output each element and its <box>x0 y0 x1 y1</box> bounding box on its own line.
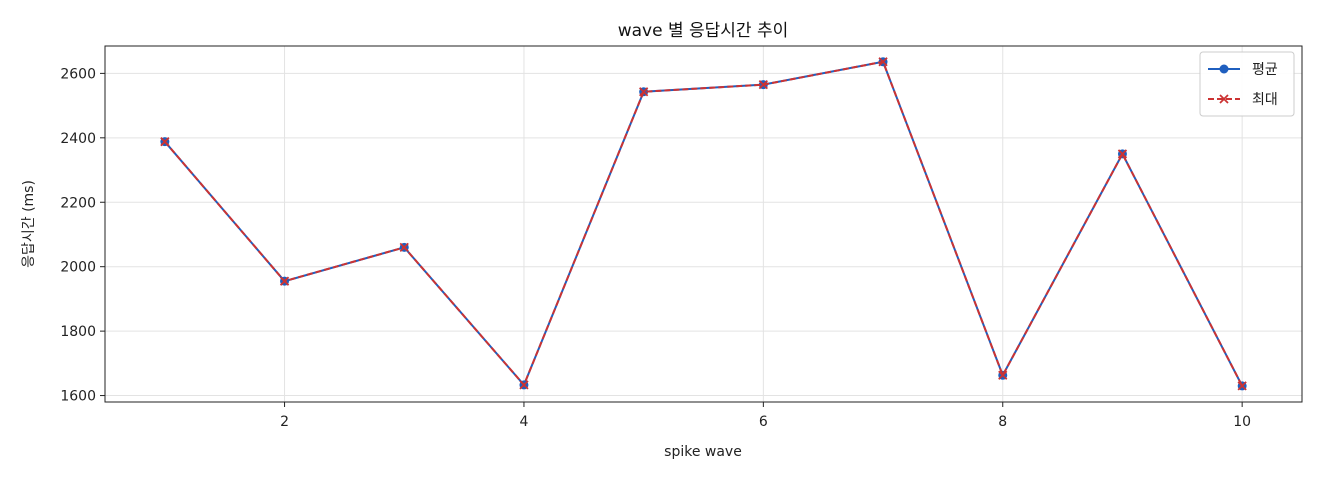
data-point-2-3 <box>399 242 409 252</box>
series-line-1 <box>164 60 1244 387</box>
y-tick-label: 2600 <box>60 66 96 82</box>
legend-entry-2: 최대 <box>1208 92 1278 108</box>
y-tick-label: 1800 <box>60 324 96 340</box>
data-point-2-6 <box>758 80 768 90</box>
y-axis-ticks: 1600 1800 2000 2200 2400 2600 <box>60 66 105 405</box>
y-axis-label: 응답시간 (ms) <box>21 180 37 268</box>
series-layer <box>160 57 1247 391</box>
series-line-2 <box>164 60 1244 387</box>
x-tick-label: 6 <box>759 414 768 430</box>
x-tick-label: 10 <box>1233 414 1251 430</box>
legend-label-1: 평균 <box>1252 62 1278 78</box>
data-point-2-1 <box>160 137 170 147</box>
legend-entry-1: 평균 <box>1208 62 1278 78</box>
plot-area-frame <box>104 45 1303 403</box>
y-tick-label: 2000 <box>60 260 96 276</box>
data-point-2-7 <box>878 57 888 67</box>
series-1 <box>160 57 1247 391</box>
data-point-2-8 <box>998 370 1008 380</box>
y-tick-label: 1600 <box>60 389 96 405</box>
data-point-2-2 <box>279 276 290 286</box>
x-axis-label: spike wave <box>664 444 742 460</box>
legend-marker-2 <box>1219 94 1229 104</box>
legend-box <box>1199 51 1295 117</box>
x-axis-ticks: 2 4 6 8 10 <box>280 402 1251 430</box>
data-point-2-10 <box>1237 381 1247 391</box>
x-tick-label: 8 <box>998 414 1007 430</box>
x-tick-label: 4 <box>519 414 528 430</box>
x-tick-label: 2 <box>280 414 289 430</box>
y-tick-label: 2200 <box>60 195 96 211</box>
y-tick-label: 2400 <box>60 131 96 147</box>
series-2 <box>160 57 1247 391</box>
data-point-2-9 <box>1117 149 1128 159</box>
data-point-2-5 <box>639 87 649 97</box>
data-point-2-4 <box>519 380 529 390</box>
legend-marker-1 <box>1219 64 1229 74</box>
grid-lines <box>105 46 1302 402</box>
legend-label-2: 최대 <box>1252 92 1278 108</box>
chart-title: wave 별 응답시간 추이 <box>618 21 789 41</box>
